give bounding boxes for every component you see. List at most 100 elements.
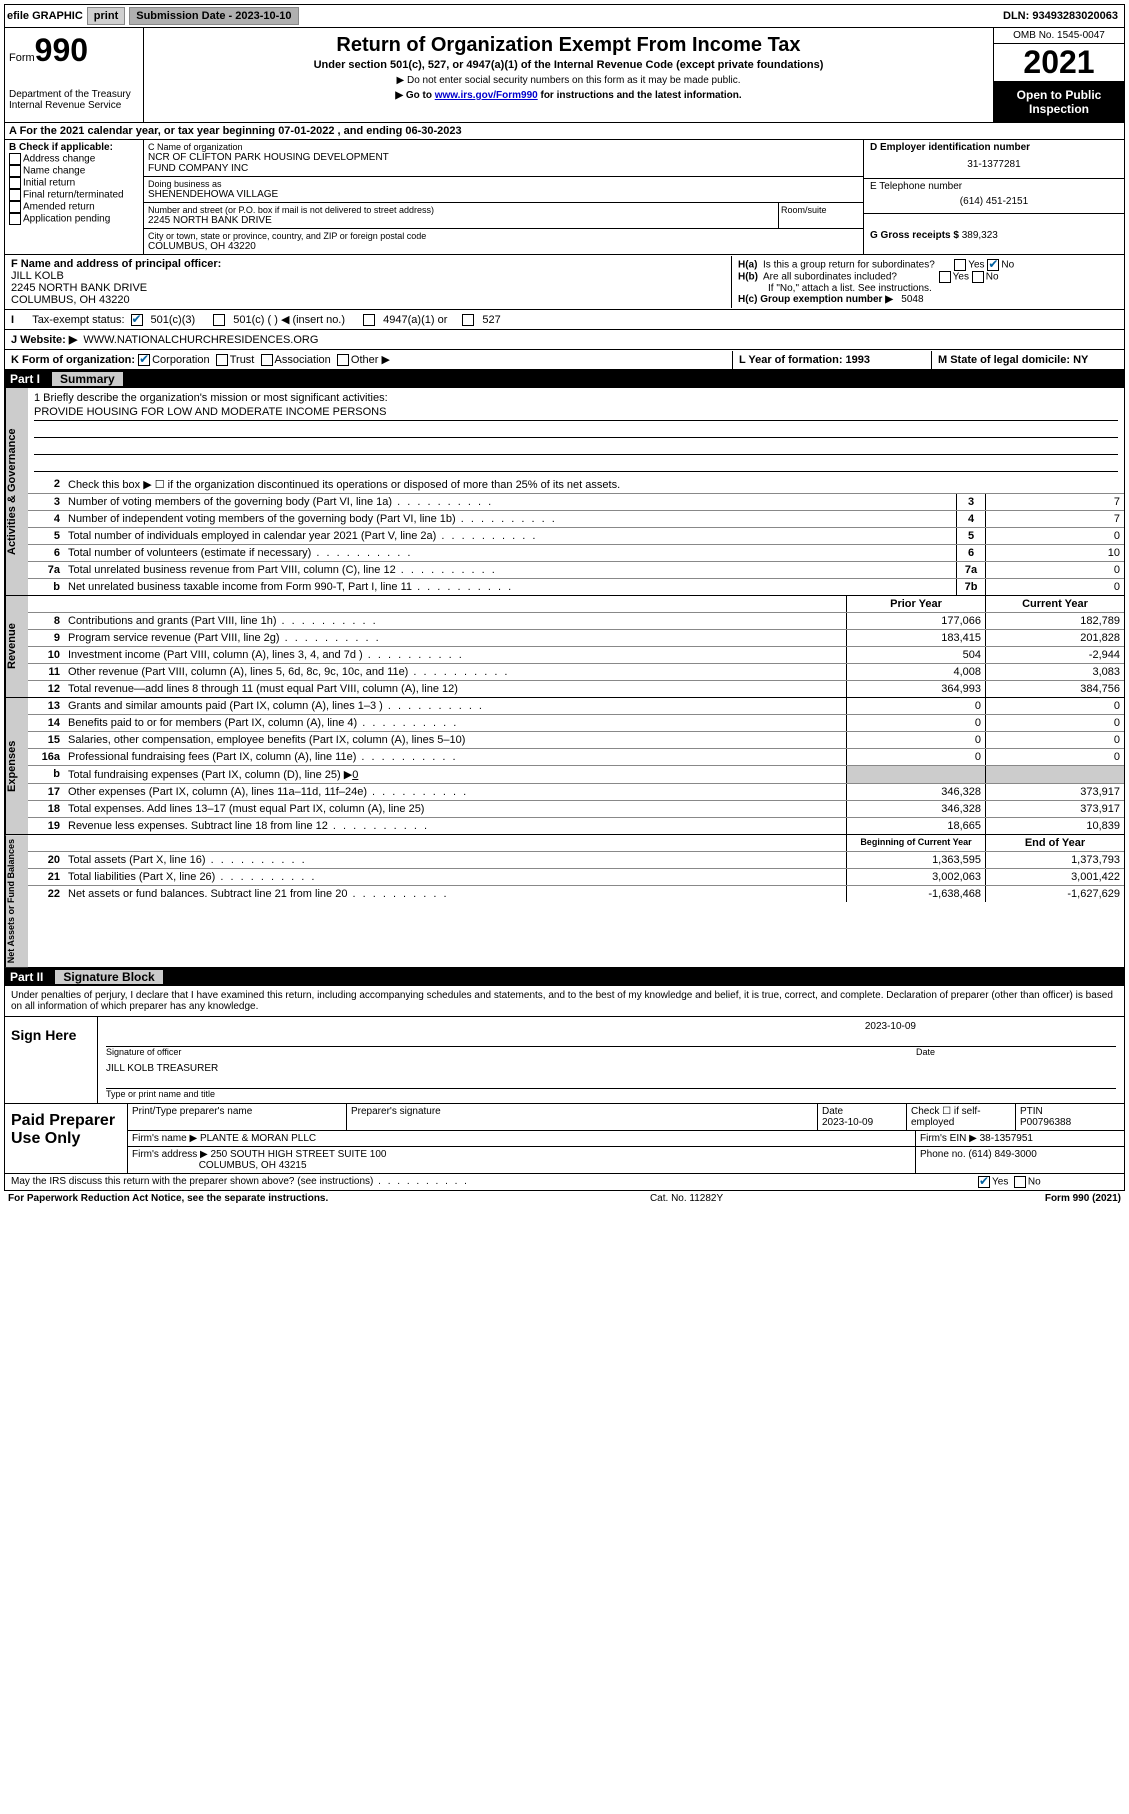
- ein-value: 31-1377281: [870, 153, 1118, 176]
- discuss-answer: Yes No: [978, 1176, 1118, 1188]
- line-7b-val: 0: [985, 579, 1124, 595]
- submission-date-button[interactable]: Submission Date - 2023-10-10: [129, 7, 298, 25]
- row-i-label: Tax-exempt status:: [32, 314, 124, 326]
- line-13-desc: Grants and similar amounts paid (Part IX…: [64, 698, 846, 714]
- form-title: Return of Organization Exempt From Incom…: [148, 34, 989, 57]
- sig-fields: 2023-10-09 Signature of officer Date JIL…: [98, 1017, 1124, 1103]
- line-5-box: 5: [956, 528, 985, 544]
- part-ii-header: Part II Signature Block: [4, 968, 1125, 986]
- city-cell: City or town, state or province, country…: [144, 229, 863, 254]
- line-4-val: 7: [985, 511, 1124, 527]
- line-10-prior: 504: [846, 647, 985, 663]
- line-7a-box: 7a: [956, 562, 985, 578]
- line-16b-prior: [846, 766, 985, 783]
- na-col-begin: Beginning of Current Year: [846, 835, 985, 851]
- chk-initial-return[interactable]: Initial return: [9, 177, 139, 189]
- chk-application-pending[interactable]: Application pending: [9, 213, 139, 225]
- row-a-text: A For the 2021 calendar year, or tax yea…: [9, 125, 462, 137]
- public-inspection: Open to Public Inspection: [994, 82, 1124, 122]
- officer-addr1: 2245 NORTH BANK DRIVE: [11, 282, 147, 294]
- chk-amended-return[interactable]: Amended return: [9, 201, 139, 213]
- line-6-box: 6: [956, 545, 985, 561]
- footer-left: For Paperwork Reduction Act Notice, see …: [8, 1193, 328, 1204]
- dba-cell: Doing business as SHENENDEHOWA VILLAGE: [144, 177, 863, 203]
- addr-value: 2245 NORTH BANK DRIVE: [148, 215, 774, 226]
- ein-label: D Employer identification number: [870, 142, 1030, 153]
- chk-corporation[interactable]: [138, 354, 150, 366]
- line-15-desc: Salaries, other compensation, employee b…: [64, 732, 846, 748]
- part-i-header: Part I Summary: [4, 370, 1125, 388]
- dba-label: Doing business as: [148, 179, 859, 189]
- line-18-curr: 373,917: [985, 801, 1124, 817]
- row-m: M State of legal domicile: NY: [931, 351, 1124, 369]
- line-22-desc: Net assets or fund balances. Subtract li…: [64, 886, 846, 902]
- box-f-label: F Name and address of principal officer:: [11, 258, 221, 270]
- print-button[interactable]: print: [87, 7, 125, 25]
- firm-phone-cell: Phone no. (614) 849-3000: [916, 1147, 1124, 1173]
- ein-cell: D Employer identification number 31-1377…: [864, 140, 1124, 179]
- line-17-curr: 373,917: [985, 784, 1124, 800]
- form-header-mid: Return of Organization Exempt From Incom…: [144, 28, 993, 122]
- city-value: COLUMBUS, OH 43220: [148, 241, 859, 252]
- part-i-label: Part I: [10, 372, 40, 386]
- line-18-prior: 346,328: [846, 801, 985, 817]
- box-b: B Check if applicable: Address change Na…: [5, 140, 144, 254]
- prep-name-hdr: Print/Type preparer's name: [128, 1104, 347, 1130]
- line-11-desc: Other revenue (Part VIII, column (A), li…: [64, 664, 846, 680]
- chk-501c3[interactable]: [131, 314, 143, 326]
- note2-pre: ▶ Go to: [395, 90, 434, 101]
- irs-link[interactable]: www.irs.gov/Form990: [435, 90, 538, 101]
- line-19-curr: 10,839: [985, 818, 1124, 834]
- sig-name-title: JILL KOLB TREASURER: [106, 1063, 1116, 1074]
- preparer-label: Paid Preparer Use Only: [5, 1104, 128, 1173]
- line-3-val: 7: [985, 494, 1124, 510]
- line-14-curr: 0: [985, 715, 1124, 731]
- line-2: Check this box ▶ ☐ if the organization d…: [64, 476, 1124, 493]
- mission-answer: PROVIDE HOUSING FOR LOW AND MODERATE INC…: [34, 406, 1118, 421]
- line-20-desc: Total assets (Part X, line 16): [64, 852, 846, 868]
- sig-officer-label: Signature of officer: [106, 1047, 916, 1057]
- line-4-box: 4: [956, 511, 985, 527]
- line-14-desc: Benefits paid to or for members (Part IX…: [64, 715, 846, 731]
- line-8-curr: 182,789: [985, 613, 1124, 629]
- org-name-cell: C Name of organization NCR OF CLIFTON PA…: [144, 140, 863, 177]
- sig-name-label: Type or print name and title: [106, 1089, 1116, 1099]
- line-21-begin: 3,002,063: [846, 869, 985, 885]
- form-no: 990: [35, 32, 88, 68]
- discuss-yes-checkbox[interactable]: [978, 1176, 990, 1188]
- na-col-end: End of Year: [985, 835, 1124, 851]
- part-ii-title: Signature Block: [55, 970, 162, 984]
- gross-label: G Gross receipts $: [870, 230, 959, 241]
- line-11-prior: 4,008: [846, 664, 985, 680]
- form-header: Form990 Department of the Treasury Inter…: [4, 28, 1125, 123]
- line-13-prior: 0: [846, 698, 985, 714]
- box-b-header: B Check if applicable:: [9, 142, 139, 153]
- discuss-question: May the IRS discuss this return with the…: [11, 1176, 978, 1188]
- line-3-desc: Number of voting members of the governin…: [64, 494, 956, 510]
- form-note-ssn: ▶ Do not enter social security numbers o…: [148, 75, 989, 86]
- line-8-prior: 177,066: [846, 613, 985, 629]
- gross-cell: G Gross receipts $ 389,323: [864, 214, 1124, 243]
- chk-name-change[interactable]: Name change: [9, 165, 139, 177]
- rev-tab: Revenue: [5, 596, 28, 697]
- line-7a-val: 0: [985, 562, 1124, 578]
- line-21-end: 3,001,422: [985, 869, 1124, 885]
- row-a-tax-year: A For the 2021 calendar year, or tax yea…: [4, 123, 1125, 140]
- h-c-value: 5048: [901, 294, 923, 305]
- website-value: WWW.NATIONALCHURCHRESIDENCES.ORG: [83, 334, 318, 346]
- line-20-begin: 1,363,595: [846, 852, 985, 868]
- line-16b-curr: [985, 766, 1124, 783]
- line-9-prior: 183,415: [846, 630, 985, 646]
- line-9-curr: 201,828: [985, 630, 1124, 646]
- line-19-desc: Revenue less expenses. Subtract line 18 …: [64, 818, 846, 834]
- officer-h-block: F Name and address of principal officer:…: [4, 254, 1125, 310]
- box-f: F Name and address of principal officer:…: [5, 255, 725, 309]
- chk-final-return[interactable]: Final return/terminated: [9, 189, 139, 201]
- exp-tab: Expenses: [5, 698, 28, 834]
- line-7a-desc: Total unrelated business revenue from Pa…: [64, 562, 956, 578]
- prep-ptin-cell: PTINP00796388: [1016, 1104, 1124, 1130]
- chk-address-change[interactable]: Address change: [9, 153, 139, 165]
- addr-label: Number and street (or P.O. box if mail i…: [148, 205, 774, 215]
- inspect-line2: Inspection: [996, 102, 1122, 116]
- h-a-no-checkbox[interactable]: [987, 259, 999, 271]
